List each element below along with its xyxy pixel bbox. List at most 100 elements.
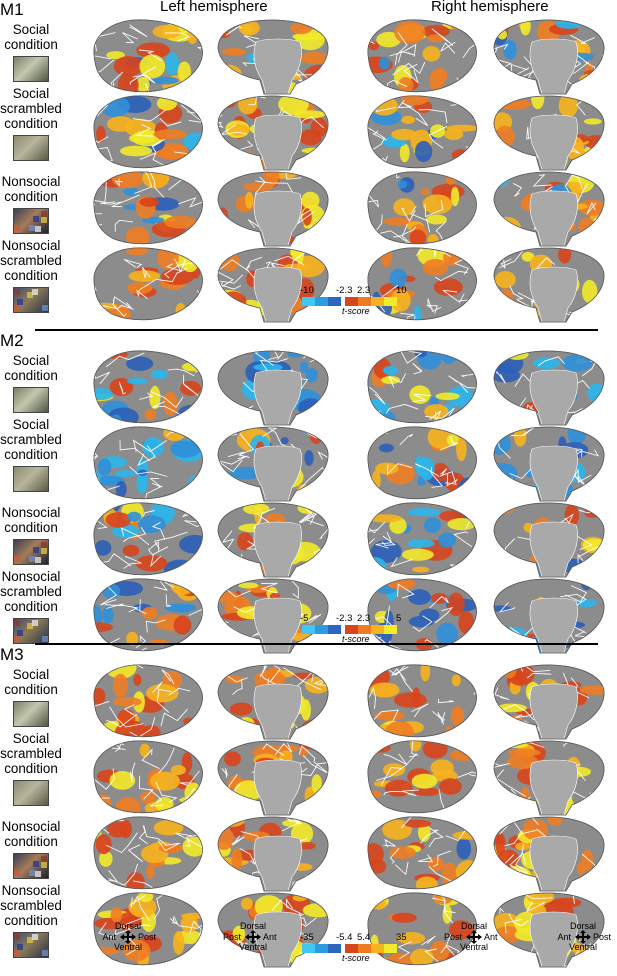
stimulus-thumbnail [13,387,49,413]
colorbar-swatch [384,297,397,306]
brain-lateral-surface [360,166,480,250]
colorbar [302,297,397,306]
brain-lateral-surface [360,345,480,429]
stimulus-thumbnail [13,701,49,727]
orientation-dorsal-label: Dorsal [569,921,596,931]
colorbar-min-label: -5 [300,613,309,624]
condition-label: Nonsocial scrambled condition [0,238,62,283]
brain-lateral-surface [86,345,206,429]
brain-lateral-surface [360,421,480,505]
brain-lateral-surface [360,497,480,581]
colorbar-swatch [345,625,358,634]
panel-divider [35,329,598,331]
orientation-arrows-icon [466,930,482,944]
orientation-dorsal-label: Dorsal [239,921,266,931]
panel-label-m2: M2 [0,331,24,350]
colorbar-swatch [315,625,328,634]
brain-lateral-surface [360,242,480,326]
stimulus-thumbnail [13,539,49,565]
orientation-left-label: Ant [557,932,571,942]
orientation-ventral-label: Ventral [568,942,598,952]
condition-label: Nonsocial scrambled condition [0,569,62,614]
brain-lateral-surface [86,659,206,743]
colorbar-unit-label: t-score [342,634,370,644]
orientation-ventral-label: Ventral [113,942,143,952]
condition-label: Social condition [4,667,58,697]
brain-medial-surface [488,14,608,98]
stimulus-thumbnail [13,56,49,82]
brain-medial-surface [488,811,608,895]
brain-medial-surface [212,345,332,429]
colorbar-swatch [371,625,384,634]
orientation-right-label: Post [138,932,157,942]
colorbar-swatch [345,297,358,306]
condition-label: Social scrambled condition [0,731,62,776]
colorbar-neg-threshold-label: -5.4 [336,932,353,943]
brain-lateral-surface [86,14,206,98]
colorbar-swatch [358,944,371,953]
brain-medial-surface [212,573,332,657]
colorbar-swatch [302,944,315,953]
brain-medial-surface [488,887,608,971]
orientation-arrows-icon [245,930,261,944]
stimulus-thumbnail [13,287,49,313]
brain-lateral-surface [360,14,480,98]
stimulus-thumbnail [13,853,49,879]
brain-medial-surface [488,345,608,429]
colorbar-swatch [302,297,315,306]
brain-lateral-surface [86,573,206,657]
colorbar-pos-threshold-label: 2.3 [357,613,371,624]
colorbar-swatch [358,625,371,634]
brain-medial-surface [212,735,332,819]
brain-medial-surface [488,90,608,174]
brain-medial-surface [488,497,608,581]
colorbar-pos-threshold-label: 2.3 [357,285,371,296]
condition-label: Nonsocial condition [1,174,61,204]
stimulus-thumbnail [13,466,49,492]
panel-divider [35,643,598,645]
left-hemisphere-title: Left hemisphere [160,0,268,15]
orientation-right-label: Ant [484,932,498,942]
colorbar-neg-threshold-label: -2.3 [336,285,353,296]
brain-lateral-surface [86,421,206,505]
stimulus-thumbnail [13,135,49,161]
right-hemisphere-title: Right hemisphere [431,0,549,15]
colorbar-swatch [328,625,341,634]
brain-medial-surface [488,166,608,250]
brain-lateral-surface [86,811,206,895]
condition-label: Nonsocial condition [1,505,61,535]
orientation-ventral-label: Ventral [238,942,268,952]
panel-label-m3: M3 [0,645,24,664]
colorbar-min-label: -10 [300,285,314,296]
brain-lateral-surface [86,497,206,581]
orientation-left-label: Post [443,932,462,942]
colorbar-max-label: 10 [396,285,407,296]
brain-lateral-surface [360,811,480,895]
brain-lateral-surface [86,90,206,174]
brain-lateral-surface [360,735,480,819]
condition-label: Social scrambled condition [0,86,62,131]
orientation-arrows-icon [120,930,136,944]
brain-lateral-surface [86,242,206,326]
orientation-ventral-label: Ventral [459,942,489,952]
colorbar-swatch [302,625,315,634]
brain-medial-surface [212,166,332,250]
panel-label-m1: M1 [0,0,24,19]
orientation-dorsal-label: Dorsal [114,921,141,931]
colorbar-swatch [345,944,358,953]
colorbar-swatch [328,944,341,953]
brain-lateral-surface [86,735,206,819]
colorbar-max-label: 35 [396,932,407,943]
colorbar-unit-label: t-score [342,953,370,963]
colorbar-swatch [315,297,328,306]
colorbar-swatch [371,297,384,306]
orientation-left-label: Post [222,932,241,942]
colorbar-swatch [371,944,384,953]
brain-medial-surface [212,421,332,505]
colorbar-pos-threshold-label: 5.4 [357,932,371,943]
brain-medial-surface [488,573,608,657]
brain-medial-surface [212,497,332,581]
brain-medial-surface [488,659,608,743]
orientation-dorsal-label: Dorsal [460,921,487,931]
stimulus-thumbnail [13,932,49,958]
